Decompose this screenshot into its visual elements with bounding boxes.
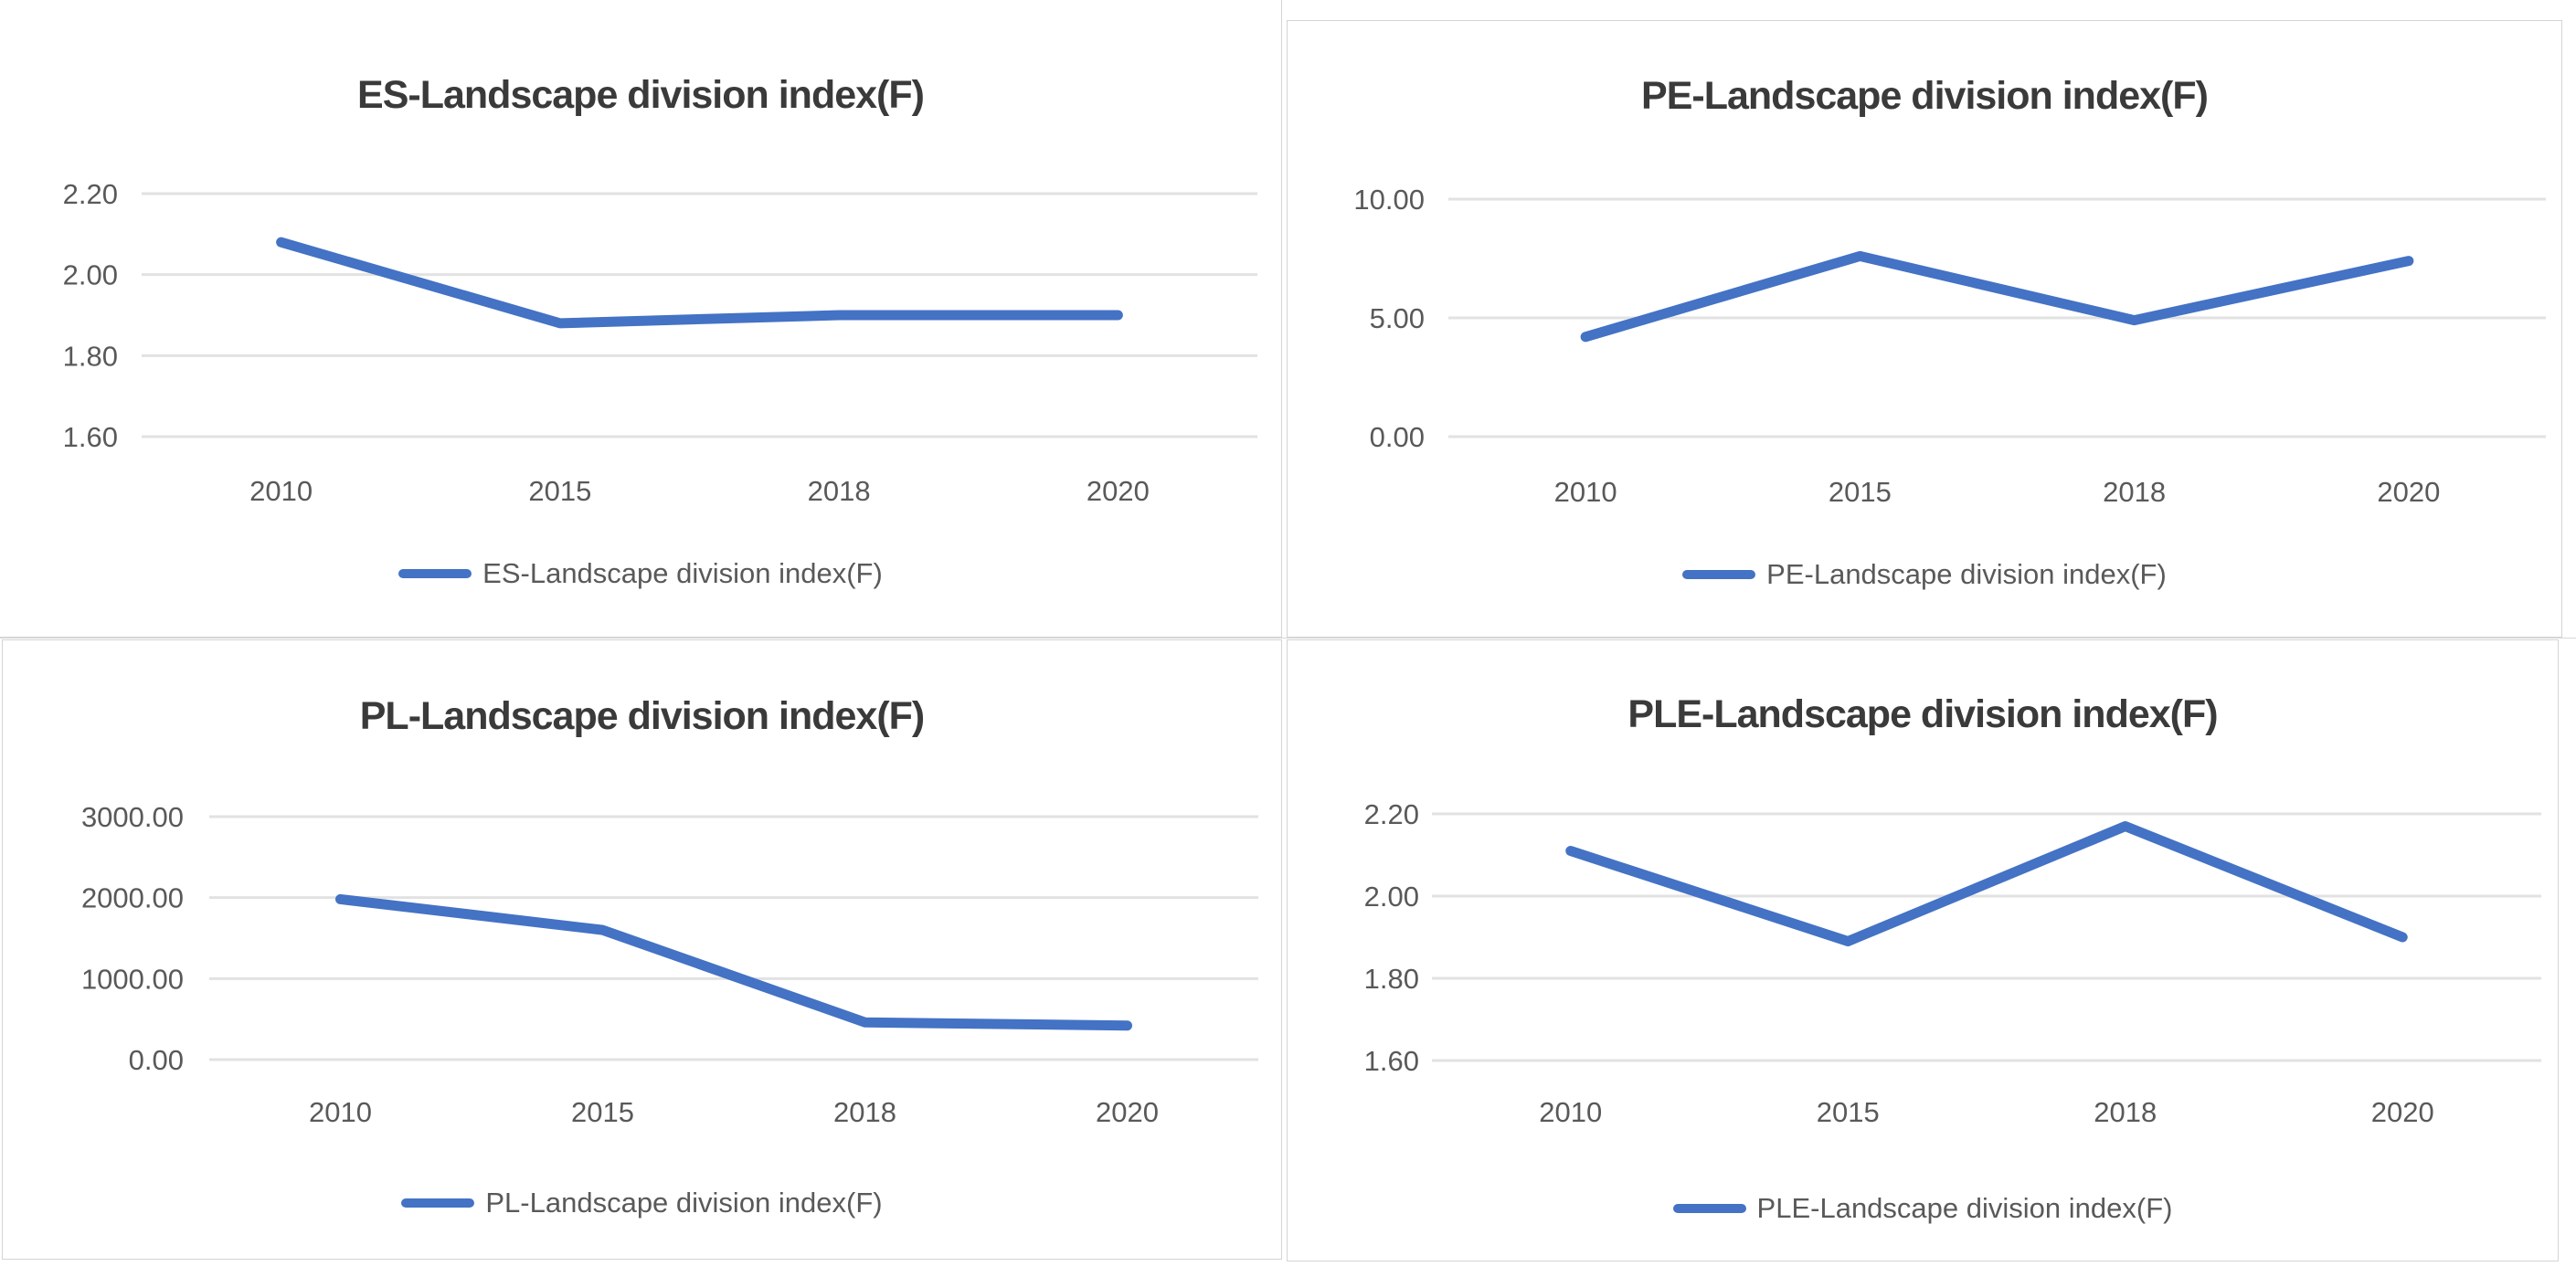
pe-chart-plot: 10.00 5.00 0.00 2010 2015 2018 2020 xyxy=(1353,184,2546,508)
x-tick-label: 2015 xyxy=(1817,1096,1880,1128)
x-tick-label: 2020 xyxy=(2371,1096,2434,1128)
x-tick-label: 2020 xyxy=(1096,1096,1159,1128)
chart-panel-ple: PLE-Landscape division index(F) 2.20 2.00… xyxy=(1287,639,2559,1261)
y-tick-label: 3000.00 xyxy=(81,801,184,833)
legend-pl: PL-Landscape division index(F) xyxy=(3,1183,1281,1223)
x-tick-label: 2010 xyxy=(249,475,313,507)
pl-chart-plot: 3000.00 2000.00 1000.00 0.00 2010 2015 2018 202… xyxy=(81,801,1258,1128)
legend-label: PLE-Landscape division index(F) xyxy=(1756,1192,2173,1224)
y-tick-label: 2.20 xyxy=(1364,798,1419,830)
chart-panel-es: ES-Landscape division index(F) 2.20 2.00 1… xyxy=(0,0,1282,638)
chart-panel-pe: PE-Landscape division index(F) 10.00 5.00… xyxy=(1287,20,2562,638)
y-tick-label: 2.00 xyxy=(63,259,118,291)
y-tick-label: 2.00 xyxy=(1364,881,1419,913)
pe-series-line xyxy=(1580,250,2414,343)
x-tick-label: 2015 xyxy=(1829,476,1892,508)
es-chart-plot: 2.20 2.00 1.80 1.60 2010 2015 2018 2020 xyxy=(63,178,1257,507)
legend-es: ES-Landscape division index(F) xyxy=(0,554,1281,594)
y-tick-label: 0.00 xyxy=(129,1044,184,1076)
x-tick-label: 2015 xyxy=(571,1096,634,1128)
legend-label: ES-Landscape division index(F) xyxy=(482,557,883,589)
x-tick-label: 2018 xyxy=(808,475,871,507)
chart-panel-pl: PL-Landscape division index(F) 3000.00 20… xyxy=(2,639,1282,1260)
x-tick-label: 2010 xyxy=(1539,1096,1602,1128)
x-tick-label: 2018 xyxy=(2103,476,2166,508)
pl-series-line xyxy=(335,893,1132,1031)
legend-line-swatch xyxy=(1672,1204,1746,1213)
legend-label: PE-Landscape division index(F) xyxy=(1766,558,2167,590)
chart-title-pl: PL-Landscape division index(F) xyxy=(359,694,925,738)
legend-line-swatch xyxy=(401,1198,475,1208)
x-tick-label: 2020 xyxy=(1087,475,1150,507)
y-tick-label: 1000.00 xyxy=(81,963,184,995)
y-tick-label: 1.60 xyxy=(63,421,118,453)
x-tick-label: 2020 xyxy=(2377,476,2440,508)
y-tick-label: 5.00 xyxy=(1370,302,1425,334)
x-tick-label: 2018 xyxy=(2094,1096,2157,1128)
x-tick-label: 2010 xyxy=(1554,476,1617,508)
chart-title-ple: PLE-Landscape division index(F) xyxy=(1627,692,2218,736)
ple-series-line xyxy=(1565,821,2408,946)
x-tick-label: 2015 xyxy=(528,475,591,507)
x-tick-label: 2010 xyxy=(309,1096,372,1128)
y-tick-label: 2.20 xyxy=(63,178,118,210)
y-tick-label: 1.80 xyxy=(1364,963,1419,995)
es-series-line xyxy=(276,237,1123,329)
y-tick-label: 10.00 xyxy=(1353,184,1425,216)
legend-ple: PLE-Landscape division index(F) xyxy=(1288,1188,2558,1229)
chart-title-pe: PE-Landscape division index(F) xyxy=(1641,74,2209,118)
legend-line-swatch xyxy=(398,569,472,578)
legend-line-swatch xyxy=(1682,570,1756,579)
y-tick-label: 1.60 xyxy=(1364,1045,1419,1077)
y-tick-label: 1.80 xyxy=(63,340,118,372)
y-tick-label: 2000.00 xyxy=(81,882,184,914)
x-tick-label: 2018 xyxy=(833,1096,896,1128)
chart-title-es: ES-Landscape division index(F) xyxy=(357,73,925,117)
legend-label: PL-Landscape division index(F) xyxy=(485,1187,883,1219)
y-tick-label: 0.00 xyxy=(1370,421,1425,453)
ple-chart-plot: 2.20 2.00 1.80 1.60 2010 2015 2018 2020 xyxy=(1364,798,2541,1128)
legend-pe: PE-Landscape division index(F) xyxy=(1288,554,2561,595)
